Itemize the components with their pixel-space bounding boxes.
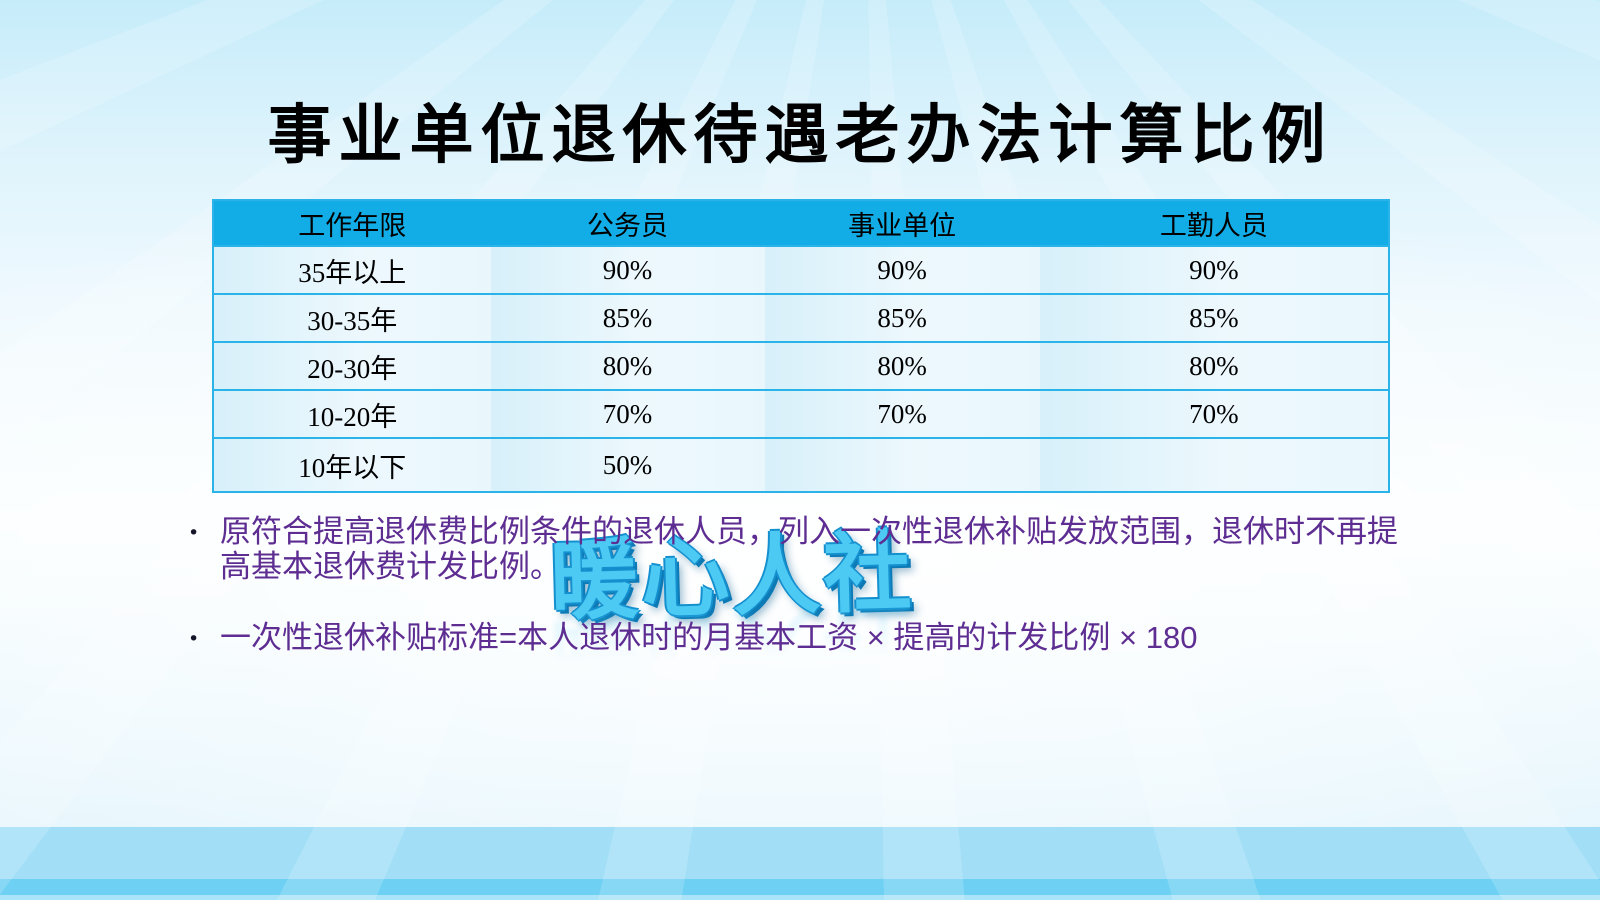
- table-row: 35年以上 90% 90% 90%: [213, 245, 1389, 294]
- slide-title: 事业单位退休待遇老办法计算比例: [267, 100, 1333, 171]
- col-header-public-institution: 事业单位: [764, 200, 1040, 246]
- table-cell: 80%: [1039, 341, 1389, 390]
- table-cell: 80%: [490, 341, 765, 390]
- table-cell: 80%: [764, 341, 1040, 390]
- table-cell: 10年以下: [213, 437, 491, 492]
- table-cell: 90%: [764, 245, 1040, 294]
- table-cell: 90%: [490, 245, 765, 294]
- table-header-row: 工作年限 公务员 事业单位 工勤人员: [213, 200, 1389, 246]
- table-cell: 70%: [764, 389, 1040, 438]
- bullet-item: • 一次性退休补贴标准=本人退休时的月基本工资 × 提高的计发比例 × 180: [188, 620, 1418, 655]
- ratio-table-container: 工作年限 公务员 事业单位 工勤人员 35年以上 90% 90% 90% 30-…: [212, 199, 1390, 493]
- table-cell: [764, 437, 1040, 492]
- table-row: 20-30年 80% 80% 80%: [213, 341, 1389, 390]
- table-cell: 70%: [490, 389, 765, 438]
- table-cell: 30-35年: [213, 293, 491, 342]
- table-row: 30-35年 85% 85% 85%: [213, 293, 1389, 342]
- table-cell: 35年以上: [213, 245, 491, 294]
- bullet-list: • 原符合提高退休费比例条件的退休人员，列入一次性退休补贴发放范围，退休时不再提…: [188, 514, 1418, 690]
- table-row: 10-20年 70% 70% 70%: [213, 389, 1389, 438]
- table-cell: 70%: [1039, 389, 1389, 438]
- col-header-work-years: 工作年限: [213, 200, 491, 246]
- table-cell: 85%: [490, 293, 765, 342]
- bullet-text: 原符合提高退休费比例条件的退休人员，列入一次性退休补贴发放范围，退休时不再提高基…: [220, 514, 1398, 585]
- table-cell: 85%: [764, 293, 1040, 342]
- bullet-dot-icon: •: [188, 627, 200, 650]
- table-cell: 85%: [1039, 293, 1389, 342]
- bottom-band-dark: [0, 879, 1600, 895]
- table-row: 10年以下 50%: [213, 437, 1389, 492]
- bullet-item: • 原符合提高退休费比例条件的退休人员，列入一次性退休补贴发放范围，退休时不再提…: [188, 514, 1418, 585]
- retirement-ratio-table: 工作年限 公务员 事业单位 工勤人员 35年以上 90% 90% 90% 30-…: [212, 199, 1390, 493]
- bullet-dot-icon: •: [188, 522, 200, 544]
- bottom-band-foot: [0, 895, 1600, 900]
- bullet-text: 一次性退休补贴标准=本人退休时的月基本工资 × 提高的计发比例 × 180: [220, 619, 1198, 655]
- table-cell: [1039, 437, 1389, 492]
- table-cell: 90%: [1039, 245, 1389, 294]
- table-cell: 20-30年: [213, 341, 491, 390]
- col-header-service-staff: 工勤人员: [1039, 200, 1389, 246]
- table-cell: 50%: [490, 437, 765, 492]
- bottom-band-light: [0, 827, 1600, 879]
- col-header-civil-servant: 公务员: [490, 200, 765, 246]
- table-cell: 10-20年: [213, 389, 491, 438]
